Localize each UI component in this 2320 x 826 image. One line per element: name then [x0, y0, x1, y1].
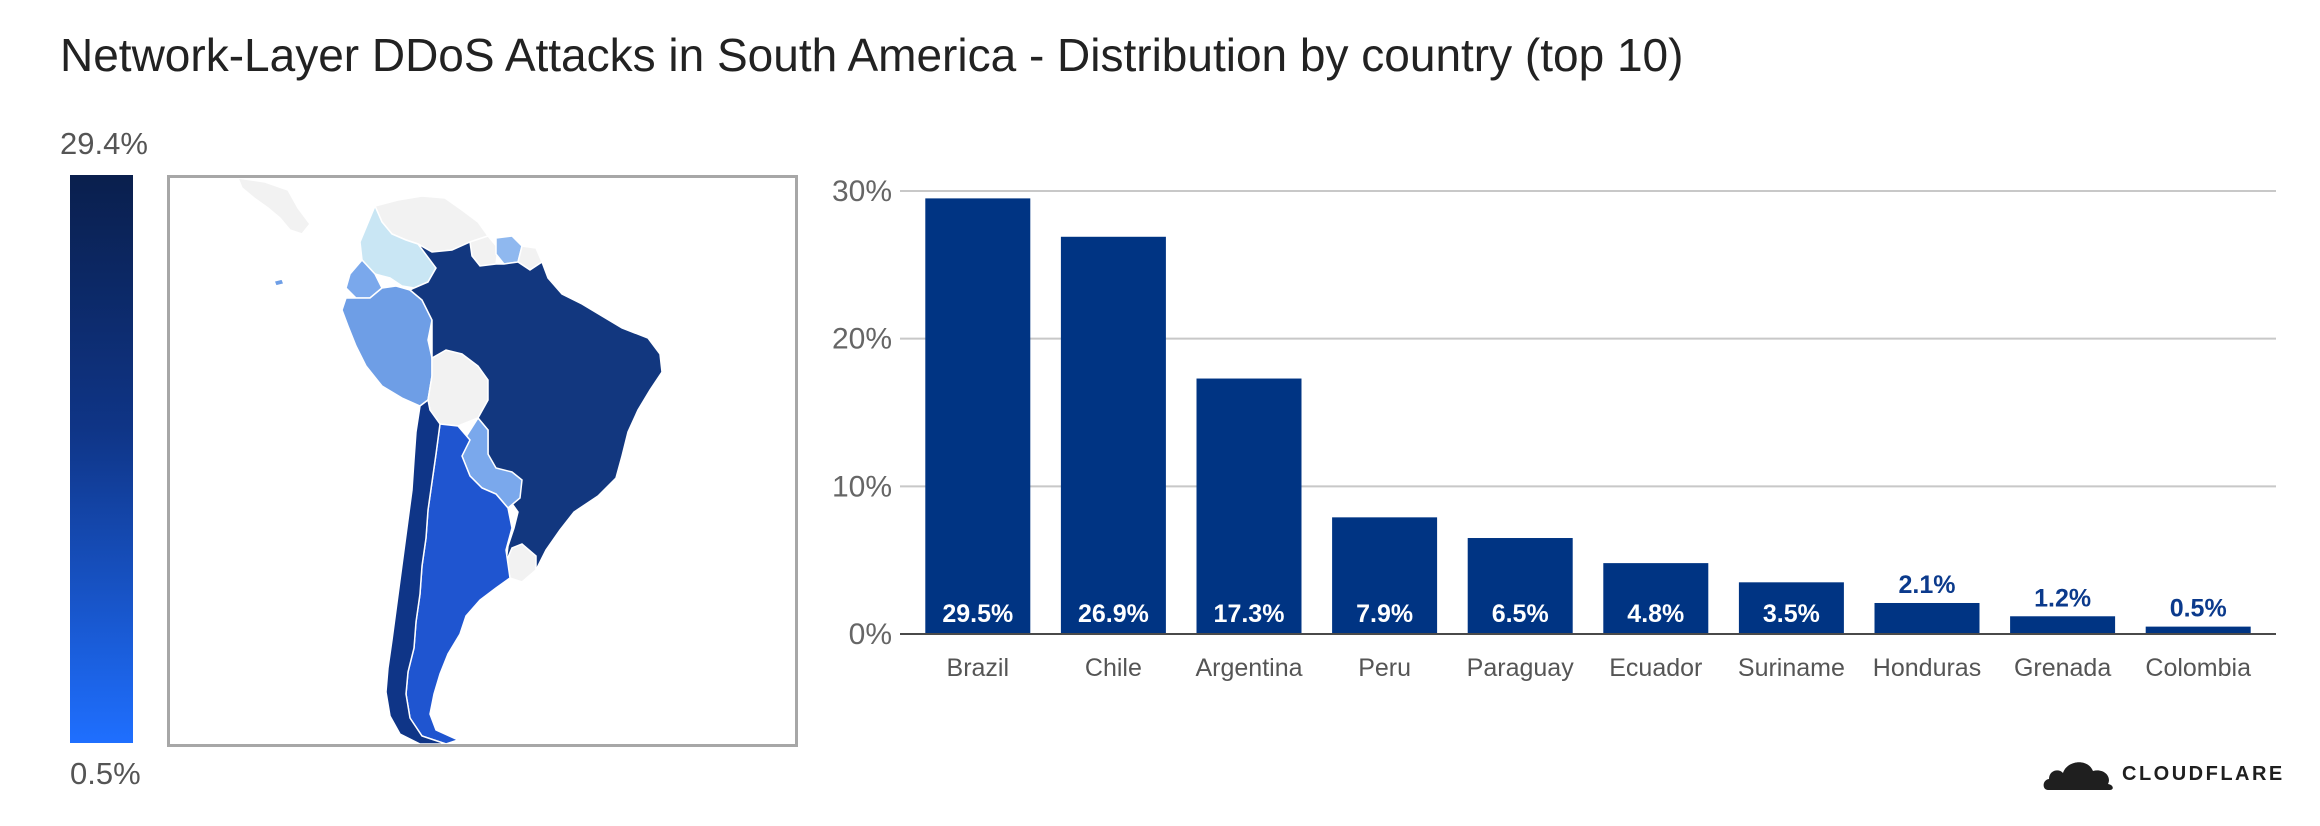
- logo-wordmark: CLOUDFLARE: [2122, 762, 2285, 785]
- y-tick-label: 30%: [832, 175, 892, 208]
- bar: [1332, 517, 1438, 634]
- bar: [1060, 236, 1166, 634]
- data-label: 6.5%: [1492, 600, 1549, 628]
- data-label: 4.8%: [1627, 600, 1684, 628]
- x-tick-label: Suriname: [1738, 654, 1845, 682]
- y-tick-label: 0%: [849, 618, 892, 651]
- x-axis-labels: Brazil Chile Argentina Peru Paraguay Ecuador S…: [947, 654, 2252, 682]
- x-tick-label: Argentina: [1195, 654, 1302, 682]
- y-tick-label: 10%: [832, 470, 892, 503]
- data-label: 17.3%: [1214, 600, 1285, 628]
- legend-max-label: 29.4%: [60, 126, 148, 161]
- choropleth-map: [167, 175, 798, 747]
- bar-chart: 0% 10% 20% 30% Brazil Chile Argentina Peru Para…: [832, 175, 2276, 682]
- x-tick-label: Peru: [1358, 654, 1411, 682]
- bar: [1196, 378, 1302, 634]
- x-tick-label: Colombia: [2145, 654, 2251, 682]
- bar: [1467, 538, 1573, 634]
- data-label: 0.5%: [2170, 595, 2227, 623]
- bar: [1874, 602, 1980, 634]
- color-scale-legend: [70, 175, 133, 743]
- bar: [2010, 616, 2116, 634]
- data-label: 7.9%: [1356, 600, 1413, 628]
- x-tick-label: Honduras: [1873, 654, 1981, 682]
- x-tick-label: Ecuador: [1609, 654, 1702, 682]
- bar: [1603, 563, 1709, 634]
- bar: [925, 198, 1031, 634]
- bar: [1738, 582, 1844, 634]
- cloud-icon: [2043, 762, 2113, 790]
- map-region-chile: [385, 398, 447, 744]
- x-tick-label: Chile: [1085, 654, 1142, 682]
- data-labels: 29.5% 26.9% 17.3% 7.9% 6.5% 4.8% 3.5% 2.1% 1.2% 0…: [942, 571, 2226, 628]
- map-region-uruguay: [505, 543, 537, 583]
- legend-min-label: 0.5%: [70, 756, 141, 791]
- data-label: 1.2%: [2034, 584, 2091, 612]
- x-tick-label: Brazil: [947, 654, 1010, 682]
- map-region-central-america: [237, 178, 311, 235]
- chart-title: Network-Layer DDoS Attacks in South Amer…: [60, 29, 1684, 81]
- bar: [2145, 626, 2251, 634]
- y-tick-label: 20%: [832, 323, 892, 356]
- data-label: 26.9%: [1078, 600, 1149, 628]
- data-label: 3.5%: [1763, 600, 1820, 628]
- map-region-galapagos: [272, 278, 286, 287]
- y-axis-ticks: 0% 10% 20% 30%: [832, 175, 892, 651]
- x-tick-label: Grenada: [2014, 654, 2111, 682]
- data-label: 2.1%: [1899, 571, 1956, 599]
- map-region-brazil: [408, 240, 663, 583]
- data-label: 29.5%: [942, 600, 1013, 628]
- x-tick-label: Paraguay: [1467, 654, 1575, 682]
- bars: [925, 198, 2251, 634]
- map-region-peru: [341, 285, 433, 407]
- cloudflare-logo: CLOUDFLARE: [2042, 756, 2285, 792]
